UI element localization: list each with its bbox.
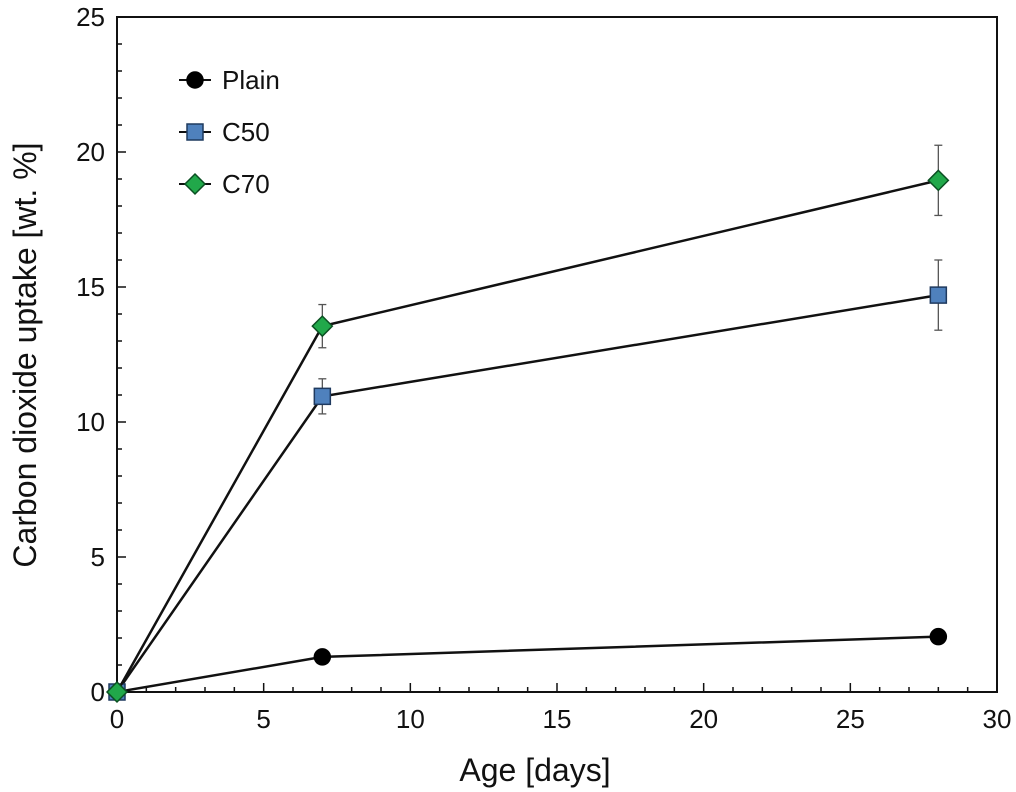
x-axis-title: Age [days] [459, 752, 610, 788]
diamond-marker [105, 680, 129, 704]
square-marker [313, 387, 332, 406]
legend: Plain C50 C70 [179, 65, 280, 199]
x-tick-label: 0 [110, 704, 124, 734]
circle-marker [929, 627, 948, 646]
x-axis: 0 5 10 15 20 25 30 [110, 683, 1012, 734]
series-c70 [105, 144, 950, 704]
y-tick-label: 5 [91, 542, 105, 572]
diamond-marker [183, 172, 207, 196]
y-axis-title: Carbon dioxide uptake [wt. %] [7, 142, 43, 567]
y-tick-label: 0 [91, 677, 105, 707]
y-tick-label: 10 [76, 407, 105, 437]
square-marker [929, 286, 948, 304]
x-tick-label: 25 [836, 704, 865, 734]
square-marker [186, 123, 204, 141]
y-tick-label: 25 [76, 2, 105, 32]
x-tick-label: 15 [543, 704, 572, 734]
x-tick-label: 5 [256, 704, 270, 734]
x-tick-label: 30 [983, 704, 1012, 734]
x-tick-label: 10 [396, 704, 425, 734]
circle-marker [186, 71, 204, 89]
series-layer [105, 144, 950, 704]
diamond-marker [927, 169, 950, 192]
diamond-marker [311, 315, 334, 338]
legend-label: C70 [222, 169, 270, 199]
y-tick-label: 15 [76, 272, 105, 302]
legend-label: Plain [222, 65, 280, 95]
y-tick-label: 20 [76, 137, 105, 167]
plot-area [116, 16, 998, 693]
y-axis: 0 5 10 15 20 25 [76, 2, 126, 707]
circle-marker [313, 648, 332, 666]
x-tick-label: 20 [689, 704, 718, 734]
legend-label: C50 [222, 117, 270, 147]
